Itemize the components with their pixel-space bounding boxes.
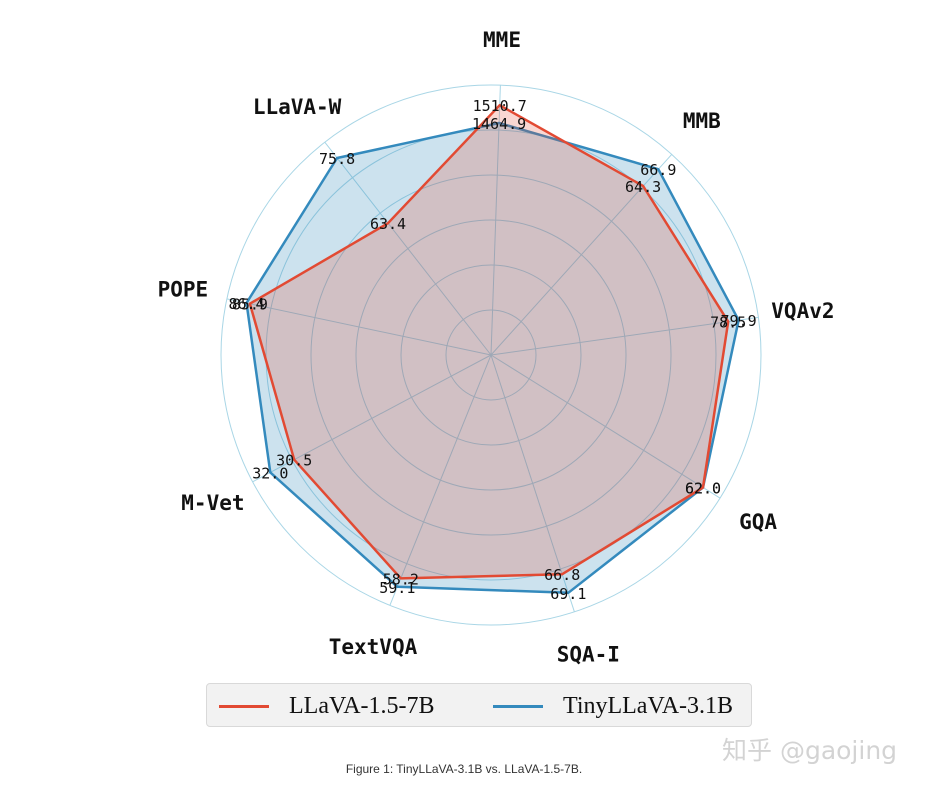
radar-grid: [220, 84, 762, 626]
value-label-1-4: 32.0: [252, 464, 288, 482]
axis-label-1: GQA: [739, 510, 777, 534]
legend-line-llava: [219, 704, 269, 708]
grid-ring: [400, 264, 582, 446]
value-label-0-1: 62.0: [685, 480, 721, 498]
value-label-1-8: 66.9: [640, 161, 676, 179]
value-label-1-3: 59.1: [379, 579, 415, 597]
radar-series: [245, 103, 740, 595]
watermark: 知乎 @gaojing: [722, 736, 898, 765]
grid-ring: [355, 219, 627, 491]
axis-label-5: POPE: [158, 278, 209, 302]
value-label-0-2: 66.8: [544, 566, 580, 584]
figure-caption: Figure 1: TinyLLaVA-3.1B vs. LLaVA-1.5-7…: [345, 762, 583, 776]
axis-label-0: VQAv2: [771, 299, 834, 323]
value-label-0-5: 85.9: [232, 296, 268, 314]
value-label-0-7: 1510.7: [473, 97, 527, 115]
grid-spoke: [252, 354, 492, 483]
series-line-1: [245, 121, 740, 595]
series-area-0: [249, 105, 729, 579]
axis-label-2: SQA-I: [557, 643, 620, 667]
axis-label-6: LLaVA-W: [253, 95, 342, 119]
grid-spoke: [226, 298, 492, 356]
value-label-0-0: 78.5: [710, 314, 746, 332]
value-label-1-5: 86.4: [228, 295, 264, 313]
grid-spoke: [490, 85, 501, 356]
value-label-1-0: 79.9: [721, 312, 757, 330]
value-label-0-6: 63.4: [370, 215, 406, 233]
axis-label-4: M-Vet: [181, 491, 244, 515]
value-label-0-3: 58.2: [383, 570, 419, 588]
value-label-1-2: 69.1: [550, 585, 586, 603]
value-label-1-6: 75.8: [319, 150, 355, 168]
value-label-1-1: 62.0: [685, 480, 721, 498]
grid-spoke: [490, 154, 673, 356]
legend-label-llava: LLaVA-1.5-7B: [289, 692, 435, 719]
grid-ring: [445, 309, 537, 401]
axis-label-7: MME: [483, 28, 521, 52]
grid-spoke: [490, 316, 759, 356]
grid-ring: [265, 129, 717, 581]
grid-spoke: [389, 354, 492, 606]
grid-spoke: [490, 354, 575, 612]
value-label-0-8: 64.3: [625, 178, 661, 196]
series-line-0: [248, 103, 730, 580]
grid-ring: [220, 84, 762, 626]
grid-ring: [310, 174, 672, 536]
grid-spoke: [490, 354, 721, 499]
axis-labels: VQAv2 GQA SQA-I TextVQA M-Vet POPE LLaVA-W MME M…: [158, 28, 835, 666]
grid-spoke: [324, 141, 492, 356]
axis-label-3: TextVQA: [329, 635, 418, 659]
legend-line-tinyllava: [493, 704, 543, 708]
axis-label-8: MMB: [683, 109, 721, 133]
value-label-1-7: 1464.9: [472, 115, 526, 133]
series-area-1: [246, 123, 739, 593]
value-label-0-4: 30.5: [276, 452, 312, 470]
value-labels: 78.5 62.0 66.8 58.2 30.5 85.9 63.4 1510.7 64.3 79…: [228, 97, 756, 603]
legend-item-tinyllava: TinyLLaVA-3.1B: [493, 692, 733, 720]
legend: LLaVA-1.5-7B TinyLLaVA-3.1B: [206, 683, 752, 727]
legend-label-tinyllava: TinyLLaVA-3.1B: [563, 692, 734, 719]
legend-item-llava: LLaVA-1.5-7B: [219, 692, 435, 720]
